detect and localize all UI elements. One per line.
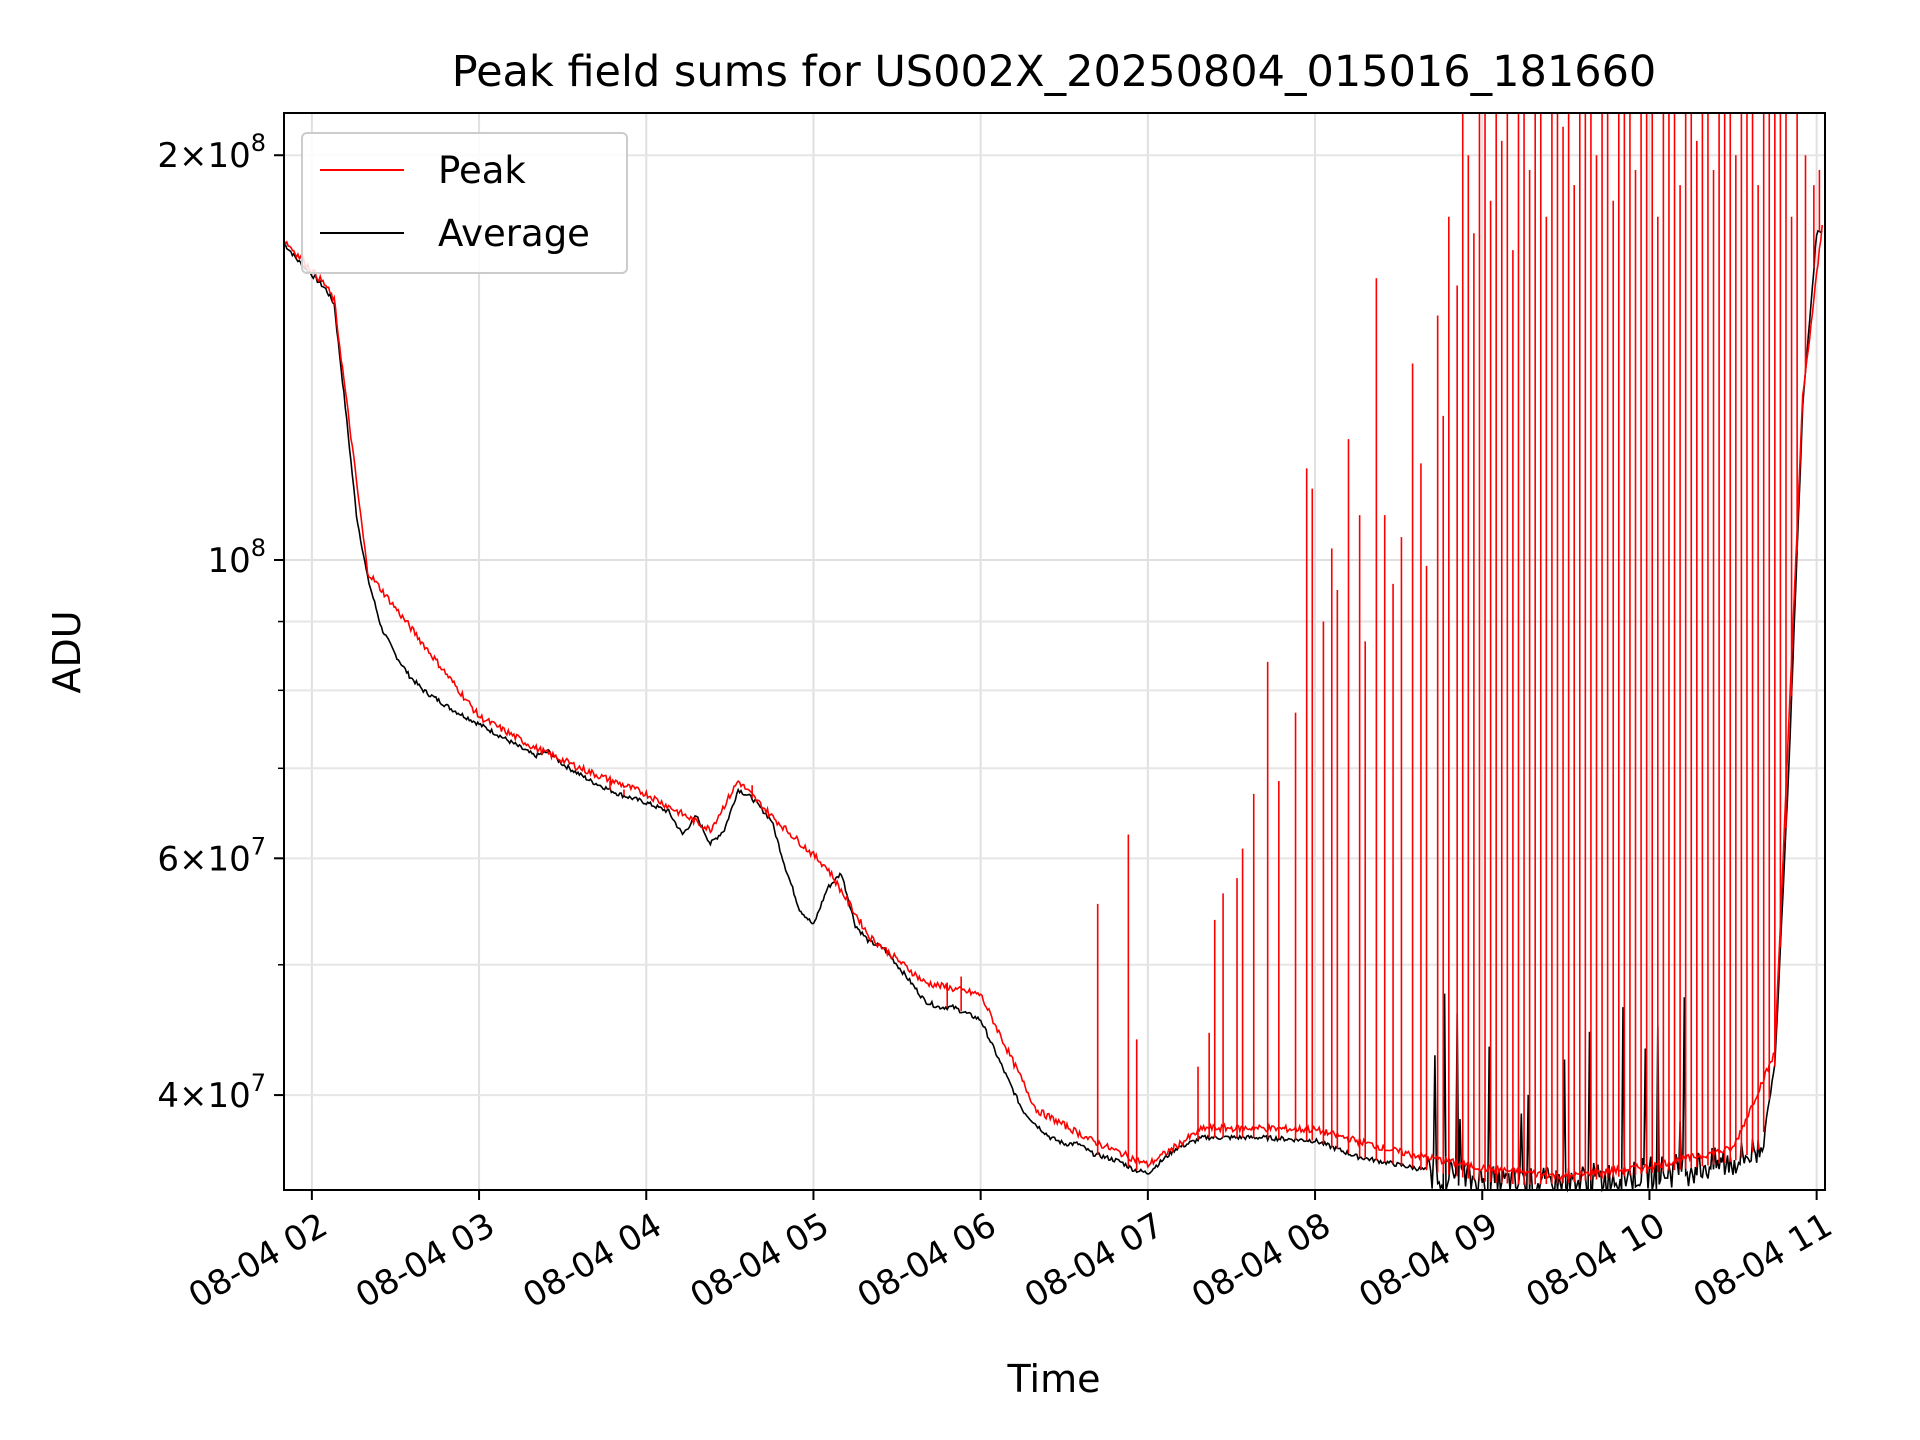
y-tick-label: 6×107 (157, 832, 266, 879)
x-tick-label: 08-04 04 (516, 1205, 668, 1316)
x-tick-label: 08-04 11 (1687, 1205, 1839, 1316)
y-tick-mantissa: 4 (157, 1076, 179, 1116)
legend-peak-label: Peak (438, 149, 526, 192)
peak-series-line (283, 224, 1823, 1181)
legend-average-label: Average (438, 212, 590, 255)
y-axis-label: ADU (45, 610, 89, 693)
average-series-line (283, 229, 1823, 1193)
x-tick-label: 08-04 05 (684, 1205, 836, 1316)
legend: Peak Average (301, 132, 628, 274)
x-axis-ticks: 08-04 02 08-04 03 08-04 04 08-04 05 08-04 06… (182, 1190, 1839, 1316)
peak-spikes-group (609, 113, 1821, 1185)
chart-title: Peak field sums for US002X_20250804_0150… (452, 47, 1657, 97)
y-tick-label: 108 (207, 534, 266, 581)
x-tick-label: 08-04 03 (349, 1205, 501, 1316)
x-tick-label: 08-04 09 (1352, 1205, 1504, 1316)
x-tick-label: 08-04 02 (182, 1205, 334, 1316)
plot-frame (283, 112, 1826, 1191)
x-tick-label: 08-04 06 (851, 1205, 1003, 1316)
grid-lines (284, 113, 1825, 1190)
x-axis-label: Time (1007, 1357, 1101, 1401)
y-axis-ticks: 2×108 108 6×107 4×107 (157, 129, 284, 1116)
legend-box (301, 132, 628, 274)
y-tick-exponent: 7 (251, 1069, 266, 1097)
y-tick-mantissa: 6 (157, 839, 179, 879)
average-series-group (283, 229, 1823, 1193)
y-tick-exponent: 8 (251, 129, 266, 157)
y-tick-mantissa: 2 (157, 136, 179, 176)
y-tick-exponent: 8 (251, 534, 266, 562)
peak-series-group (283, 224, 1823, 1181)
x-tick-label: 08-04 07 (1018, 1205, 1170, 1316)
x-tick-label: 08-04 08 (1185, 1205, 1337, 1316)
x-tick-label: 08-04 10 (1520, 1205, 1672, 1316)
y-tick-exponent: 7 (251, 832, 266, 860)
y-tick-label: 2×108 (157, 129, 266, 176)
y-tick-label: 4×107 (157, 1069, 266, 1116)
